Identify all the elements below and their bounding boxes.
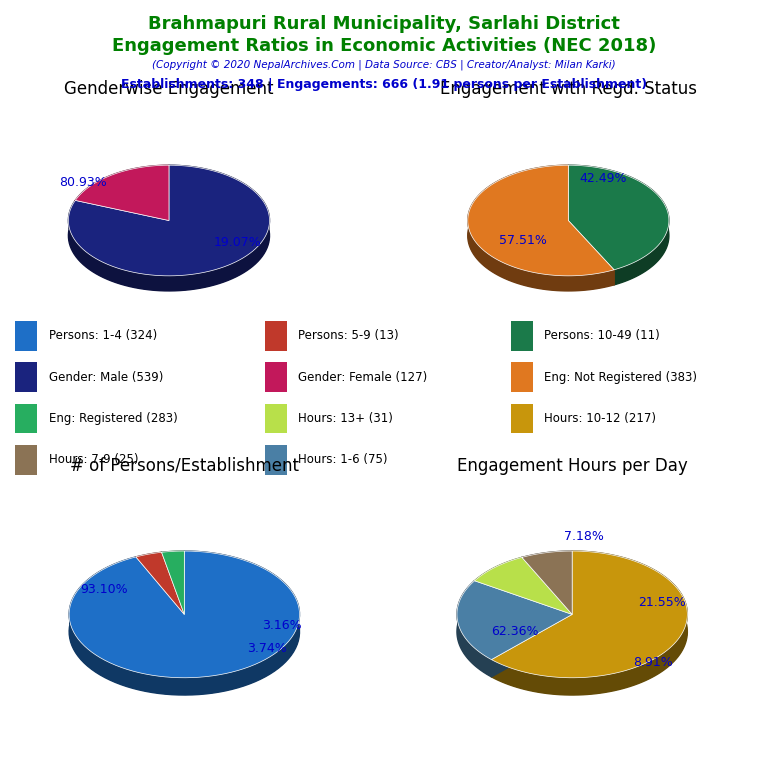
Ellipse shape <box>468 180 669 291</box>
Polygon shape <box>522 558 572 631</box>
Bar <box>15 362 38 392</box>
Polygon shape <box>136 557 184 631</box>
Polygon shape <box>136 552 184 614</box>
Polygon shape <box>68 165 270 291</box>
Polygon shape <box>492 614 572 677</box>
Polygon shape <box>475 581 572 631</box>
Polygon shape <box>69 551 300 695</box>
Text: 8.91%: 8.91% <box>633 657 673 669</box>
Bar <box>511 403 533 433</box>
Text: 3.16%: 3.16% <box>263 620 302 632</box>
Text: Hours: 1-6 (75): Hours: 1-6 (75) <box>298 453 388 466</box>
Title: Genderwise Engagement: Genderwise Engagement <box>65 81 273 98</box>
Text: Hours: 10-12 (217): Hours: 10-12 (217) <box>544 412 656 425</box>
Title: Engagement with Regd. Status: Engagement with Regd. Status <box>440 81 697 98</box>
Bar <box>511 321 533 351</box>
Polygon shape <box>457 581 492 677</box>
Polygon shape <box>568 165 669 270</box>
Ellipse shape <box>68 180 270 291</box>
Polygon shape <box>457 581 572 660</box>
Text: 19.07%: 19.07% <box>214 236 261 249</box>
Polygon shape <box>568 165 669 285</box>
Title: # of Persons/Establishment: # of Persons/Establishment <box>70 457 299 475</box>
Text: Eng: Registered (283): Eng: Registered (283) <box>48 412 177 425</box>
Ellipse shape <box>457 568 687 695</box>
Polygon shape <box>568 220 614 285</box>
Polygon shape <box>75 200 169 236</box>
Text: 21.55%: 21.55% <box>638 597 686 609</box>
Text: 80.93%: 80.93% <box>60 176 108 189</box>
Polygon shape <box>75 165 169 220</box>
Text: Persons: 5-9 (13): Persons: 5-9 (13) <box>298 329 399 343</box>
Polygon shape <box>492 614 572 677</box>
Bar <box>265 403 287 433</box>
Polygon shape <box>475 558 522 598</box>
Polygon shape <box>161 551 184 614</box>
Polygon shape <box>468 165 614 291</box>
Polygon shape <box>468 165 614 276</box>
Polygon shape <box>68 165 270 276</box>
Polygon shape <box>161 552 184 631</box>
Text: 57.51%: 57.51% <box>499 234 547 247</box>
Polygon shape <box>69 551 300 677</box>
Bar <box>265 321 287 351</box>
Text: Gender: Male (539): Gender: Male (539) <box>48 371 163 383</box>
Polygon shape <box>475 581 572 631</box>
Text: Persons: 10-49 (11): Persons: 10-49 (11) <box>544 329 660 343</box>
Text: Gender: Female (127): Gender: Female (127) <box>298 371 428 383</box>
Polygon shape <box>522 551 572 614</box>
Polygon shape <box>492 551 687 695</box>
Polygon shape <box>161 551 184 570</box>
Text: 42.49%: 42.49% <box>580 172 627 185</box>
Text: Eng: Not Registered (383): Eng: Not Registered (383) <box>544 371 697 383</box>
Polygon shape <box>522 558 572 631</box>
Bar <box>265 445 287 475</box>
Polygon shape <box>75 200 169 236</box>
Polygon shape <box>568 220 614 285</box>
Text: 62.36%: 62.36% <box>491 625 538 638</box>
Text: Brahmapuri Rural Municipality, Sarlahi District: Brahmapuri Rural Municipality, Sarlahi D… <box>148 15 620 33</box>
Polygon shape <box>136 557 184 631</box>
Bar <box>265 362 287 392</box>
Polygon shape <box>75 165 169 216</box>
Polygon shape <box>492 551 687 677</box>
Text: 3.74%: 3.74% <box>247 643 287 655</box>
Text: Hours: 7-9 (25): Hours: 7-9 (25) <box>48 453 138 466</box>
Text: Engagement Ratios in Economic Activities (NEC 2018): Engagement Ratios in Economic Activities… <box>112 37 656 55</box>
Text: Establishments: 348 | Engagements: 666 (1.91 persons per Establishment): Establishments: 348 | Engagements: 666 (… <box>121 78 647 91</box>
Text: 93.10%: 93.10% <box>80 583 127 595</box>
Bar <box>511 362 533 392</box>
Text: Hours: 13+ (31): Hours: 13+ (31) <box>298 412 393 425</box>
Polygon shape <box>161 552 184 631</box>
Text: 7.18%: 7.18% <box>564 530 604 542</box>
Polygon shape <box>475 558 572 614</box>
Text: Persons: 1-4 (324): Persons: 1-4 (324) <box>48 329 157 343</box>
Bar <box>15 445 38 475</box>
Polygon shape <box>522 551 572 574</box>
Title: Engagement Hours per Day: Engagement Hours per Day <box>457 457 687 475</box>
Bar <box>15 321 38 351</box>
Text: (Copyright © 2020 NepalArchives.Com | Data Source: CBS | Creator/Analyst: Milan : (Copyright © 2020 NepalArchives.Com | Da… <box>152 60 616 71</box>
Ellipse shape <box>69 568 300 695</box>
Bar <box>15 403 38 433</box>
Polygon shape <box>136 552 161 574</box>
